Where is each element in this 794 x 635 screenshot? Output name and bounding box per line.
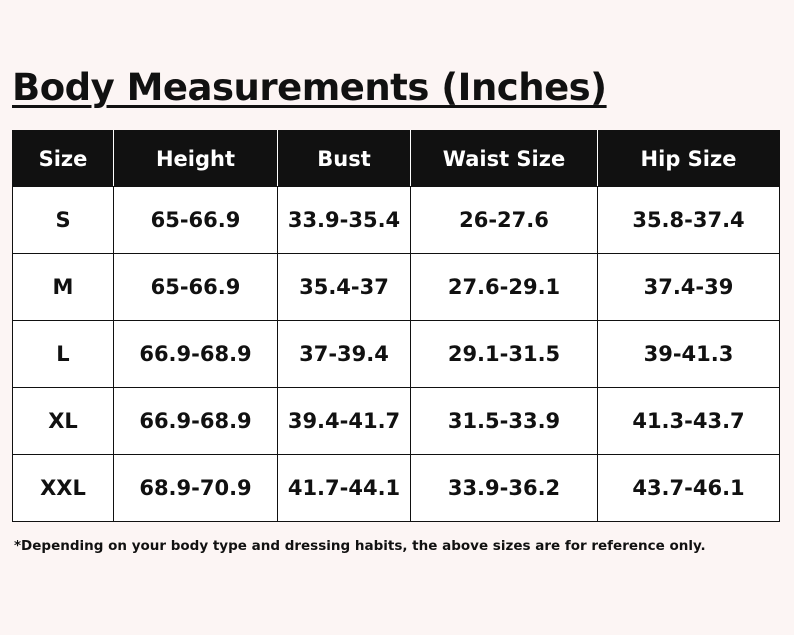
table-cell: 31.5-33.9 xyxy=(410,387,598,455)
table-row: S 65-66.9 33.9-35.4 26-27.6 35.8-37.4 xyxy=(12,186,780,254)
table-cell: 41.7-44.1 xyxy=(277,454,411,522)
table-cell: 29.1-31.5 xyxy=(410,320,598,388)
table-cell: 37-39.4 xyxy=(277,320,411,388)
table-body: S 65-66.9 33.9-35.4 26-27.6 35.8-37.4 M 65-66.… xyxy=(12,186,780,522)
table-cell: 26-27.6 xyxy=(410,186,598,254)
table-row: XL 66.9-68.9 39.4-41.7 31.5-33.9 41.3-43.7 xyxy=(12,387,780,455)
table-cell: 68.9-70.9 xyxy=(113,454,278,522)
table-cell: 35.4-37 xyxy=(277,253,411,321)
table-cell: 37.4-39 xyxy=(597,253,780,321)
table-cell: 39-41.3 xyxy=(597,320,780,388)
table-cell: 43.7-46.1 xyxy=(597,454,780,522)
footnote: *Depending on your body type and dressin… xyxy=(14,538,706,554)
table-cell: 41.3-43.7 xyxy=(597,387,780,455)
table-cell: 65-66.9 xyxy=(113,253,278,321)
table-row: L 66.9-68.9 37-39.4 29.1-31.5 39-41.3 xyxy=(12,320,780,388)
table-cell: 65-66.9 xyxy=(113,186,278,254)
table-cell: S xyxy=(12,186,114,254)
table-cell: XL xyxy=(12,387,114,455)
table-cell: 33.9-36.2 xyxy=(410,454,598,522)
table-row: XXL 68.9-70.9 41.7-44.1 33.9-36.2 43.7-46.1 xyxy=(12,454,780,522)
column-header: Hip Size xyxy=(597,130,780,187)
column-header: Waist Size xyxy=(410,130,598,187)
table-cell: 66.9-68.9 xyxy=(113,387,278,455)
column-header: Height xyxy=(113,130,278,187)
table-cell: L xyxy=(12,320,114,388)
size-table: Size Height Bust Waist Size Hip Size S 65-66.… xyxy=(12,130,780,522)
title: Body Measurements (Inches) xyxy=(12,66,607,109)
table-cell: 39.4-41.7 xyxy=(277,387,411,455)
header-row: Size Height Bust Waist Size Hip Size xyxy=(12,130,780,187)
table-cell: XXL xyxy=(12,454,114,522)
column-header: Bust xyxy=(277,130,411,187)
table-cell: 66.9-68.9 xyxy=(113,320,278,388)
table-cell: 33.9-35.4 xyxy=(277,186,411,254)
table-cell: 27.6-29.1 xyxy=(410,253,598,321)
table-cell: 35.8-37.4 xyxy=(597,186,780,254)
column-header: Size xyxy=(12,130,114,187)
table-cell: M xyxy=(12,253,114,321)
table-row: M 65-66.9 35.4-37 27.6-29.1 37.4-39 xyxy=(12,253,780,321)
